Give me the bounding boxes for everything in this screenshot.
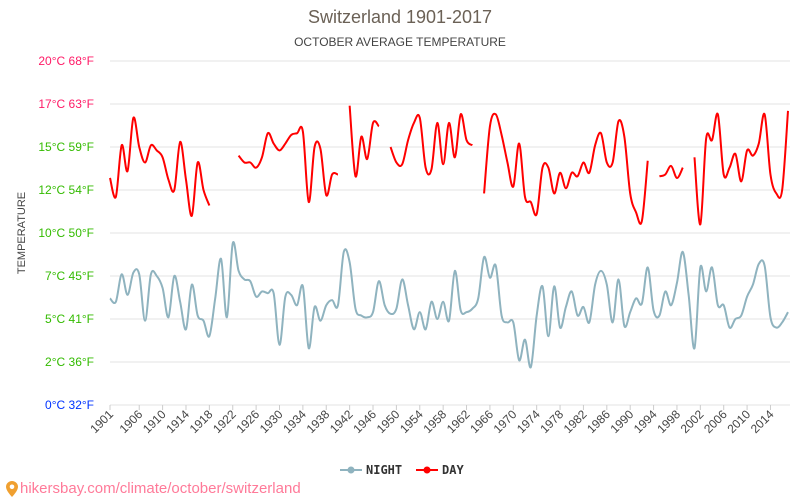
- x-tick-label: 1986: [584, 407, 613, 436]
- x-tick-label: 1934: [280, 407, 309, 436]
- x-tick-label: 1982: [561, 407, 590, 436]
- legend-night[interactable]: NIGHT: [340, 463, 402, 477]
- x-tick-label: 1914: [163, 407, 192, 436]
- y-tick-label: 0°C 32°F: [45, 398, 94, 412]
- x-tick-label: 2014: [748, 407, 777, 436]
- x-tick-label: 1946: [350, 407, 379, 436]
- y-tick-label: 5°C 41°F: [45, 312, 94, 326]
- night-line-segment: [109, 241, 789, 369]
- y-tick-label: 7°C 45°F: [45, 269, 94, 283]
- x-tick-label: 1954: [397, 407, 426, 436]
- x-tick-label: 1922: [210, 407, 239, 436]
- day-line-segment: [237, 125, 339, 204]
- x-tick-label: 2010: [724, 407, 753, 436]
- day-line-segment: [659, 164, 684, 179]
- legend-day[interactable]: DAY: [416, 463, 464, 477]
- series-day: [109, 105, 789, 226]
- day-line-segment: [483, 112, 649, 225]
- y-tick-label: 12°C 54°F: [38, 183, 94, 197]
- day-line-segment: [389, 113, 474, 176]
- day-line-segment: [348, 105, 380, 178]
- temperature-chart: 0°C 32°F 2°C 36°F 5°C 41°F 7°C 45°F 10°C 50°…: [16, 54, 790, 436]
- x-tick-label: 1950: [374, 407, 403, 436]
- x-tick-label: 1930: [257, 407, 286, 436]
- x-tick-label: 1926: [233, 407, 262, 436]
- x-tick-label: 1990: [608, 407, 637, 436]
- x-tick-label: 1978: [537, 407, 566, 436]
- y-tick-label: 10°C 50°F: [38, 226, 94, 240]
- x-tick-label: 1958: [420, 407, 449, 436]
- chart-subtitle: OCTOBER AVERAGE TEMPERATURE: [294, 35, 506, 49]
- day-legend-icon: [416, 466, 438, 474]
- x-tick-label: 1906: [117, 407, 146, 436]
- x-tick-label: 1938: [304, 407, 333, 436]
- x-tick-label: 1942: [327, 407, 356, 436]
- x-tick-label: 1974: [514, 407, 543, 436]
- day-line-segment: [109, 116, 211, 217]
- x-tick-label: 1962: [444, 407, 473, 436]
- day-line-segment: [693, 110, 789, 226]
- x-tick-label: 1918: [187, 407, 216, 436]
- footer-link[interactable]: hikersbay.com/climate/october/switzerlan…: [6, 480, 301, 497]
- x-tick-label: 1970: [491, 407, 520, 436]
- legend-day-label: DAY: [442, 463, 464, 477]
- legend-night-label: NIGHT: [366, 463, 403, 477]
- x-tick-label: 2006: [701, 407, 730, 436]
- night-legend-icon: [340, 466, 362, 474]
- x-tick-label: 1966: [467, 407, 496, 436]
- series-night: [109, 241, 789, 369]
- y-tick-label: 2°C 36°F: [45, 355, 94, 369]
- y-axis-label: TEMPERATURE: [16, 192, 28, 274]
- y-tick-label: 17°C 63°F: [38, 97, 94, 111]
- chart-title: Switzerland 1901-2017: [307, 7, 493, 27]
- footer-url: hikersbay.com/climate/october/switzerlan…: [20, 480, 301, 497]
- x-tick-label: 2002: [678, 407, 707, 436]
- x-tick-label: 1994: [631, 407, 660, 436]
- x-tick-label: 1910: [140, 407, 169, 436]
- x-tick-label: 1998: [654, 407, 683, 436]
- map-pin-icon: [6, 480, 18, 497]
- y-tick-label: 20°C 68°F: [38, 54, 94, 68]
- y-tick-label: 15°C 59°F: [38, 140, 94, 154]
